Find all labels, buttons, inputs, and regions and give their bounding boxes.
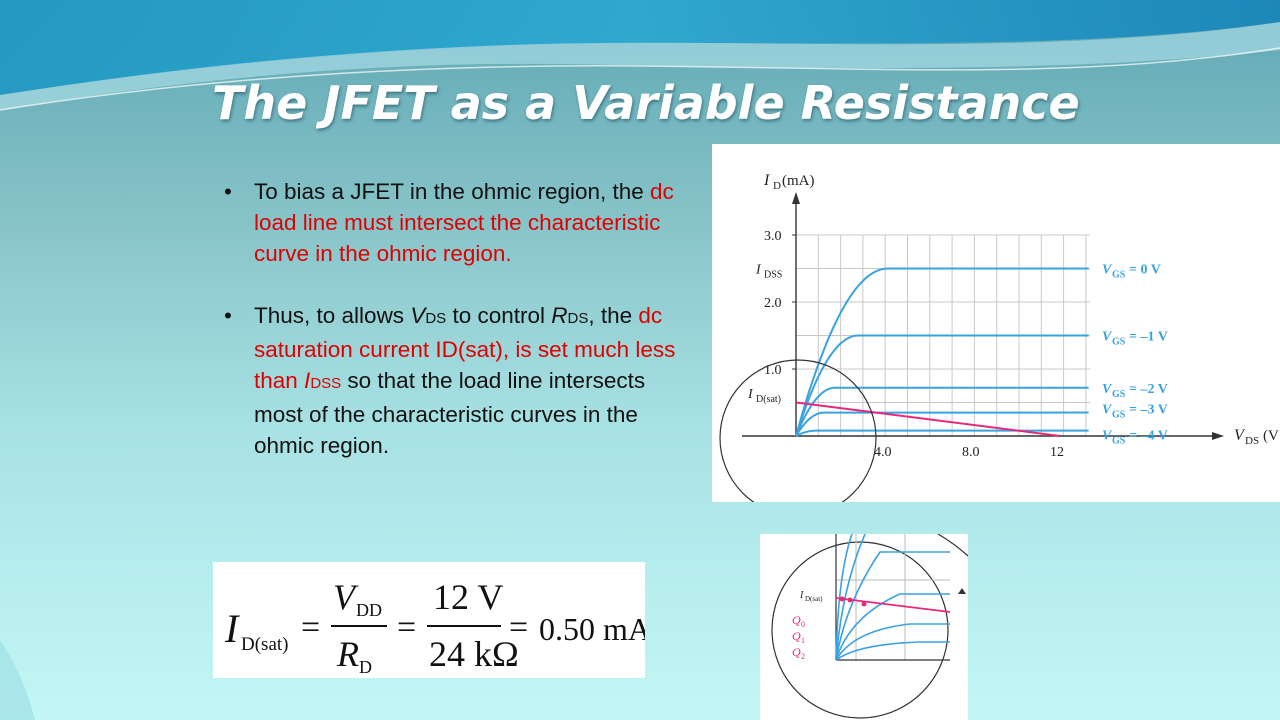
- bullet-subscript: DS: [425, 310, 447, 327]
- x-tick-label: 12: [1050, 445, 1064, 460]
- series-label-1: V: [1102, 330, 1113, 345]
- x-axis-label-unit: (V: [1263, 428, 1279, 444]
- y-tick-label: 2.0: [764, 296, 782, 311]
- series-label-suffix-4: = –4 V: [1129, 429, 1168, 444]
- y-tick-label: 1.0: [764, 363, 782, 378]
- inset-curve: [835, 551, 950, 661]
- bullet-subscript: DSS: [310, 375, 342, 392]
- equation-box: I D(sat) = V DD R D = 12 V 24 kΩ = 0.50 …: [213, 562, 645, 678]
- series-label-sub-0: GS: [1112, 270, 1126, 281]
- bullet-list: To bias a JFET in the ohmic region, the …: [222, 176, 682, 492]
- eq-den1-sub: D: [359, 657, 372, 677]
- series-label-4: V: [1102, 429, 1113, 444]
- inset-q-sub: 2: [801, 652, 805, 661]
- inset-curve: [835, 534, 853, 661]
- inset-edge: [937, 534, 968, 557]
- eq-num1-sub: DD: [356, 600, 382, 620]
- y-axis-arrow: [792, 192, 800, 204]
- inset-arrow: [958, 588, 966, 594]
- inset-load-line: [835, 597, 951, 613]
- y-axis-label-unit: (mA): [782, 173, 815, 189]
- eq-num2: 12 V: [433, 577, 503, 617]
- load-line: [795, 401, 1061, 437]
- inset-idsat-sub: D(sat): [805, 595, 823, 603]
- eq-equals-3: =: [509, 609, 528, 646]
- x-tick-label: 8.0: [962, 445, 980, 460]
- curve-vgs-4: [795, 429, 1089, 437]
- series-label-suffix-0: = 0 V: [1129, 263, 1161, 278]
- eq-den2: 24 kΩ: [429, 634, 519, 674]
- bullet-item: To bias a JFET in the ohmic region, the …: [222, 176, 682, 269]
- inset-q-sub: 1: [801, 636, 805, 645]
- inset-idsat-label: I: [799, 590, 804, 601]
- bullet-subscript: DS: [567, 310, 589, 327]
- eq-equals-2: =: [397, 609, 416, 646]
- eq-num1: V: [333, 577, 359, 617]
- inset-q-sub: 0: [801, 620, 805, 629]
- eq-den1: R: [336, 634, 359, 674]
- y-axis-label-sub: D: [773, 180, 781, 192]
- bullet-text: dc saturation current ID(sat), is set mu…: [254, 303, 676, 393]
- series-label-3: V: [1102, 403, 1113, 418]
- inset-q-point: [839, 596, 845, 602]
- curve-vgs-0: [795, 267, 1089, 437]
- bullet-item: Thus, to allows VDS to control RDS, the …: [222, 300, 682, 461]
- bullet-text: Thus, to allows: [254, 303, 411, 328]
- series-label-sub-3: GS: [1112, 410, 1126, 421]
- x-axis-label: V: [1234, 427, 1246, 444]
- x-axis-arrow: [1212, 432, 1224, 440]
- y-axis-label: I: [763, 172, 770, 189]
- series-label-sub-2: GS: [1112, 389, 1126, 400]
- series-label-2: V: [1102, 382, 1113, 397]
- bullet-text: to control: [446, 303, 552, 328]
- series-label-sub-1: GS: [1112, 337, 1126, 348]
- inset-q-point: [861, 601, 867, 607]
- bullet-text: dc load line must intersect the characte…: [254, 179, 674, 266]
- inset-q-label: Q: [792, 629, 801, 643]
- inset-curve: [835, 534, 866, 661]
- load-line-label: I: [747, 387, 754, 402]
- bullet-text: I: [304, 368, 311, 393]
- series-label-sub-4: GS: [1112, 436, 1126, 447]
- idss-label: I: [755, 263, 762, 278]
- bullet-text: so that the load line intersects most of…: [254, 368, 646, 458]
- bullet-text: , the: [588, 303, 639, 328]
- eq-lhs-subscript: D(sat): [241, 634, 288, 655]
- inset-curve: [835, 623, 950, 661]
- x-axis-label-sub: DS: [1245, 435, 1259, 447]
- eq-lhs-symbol: I: [224, 606, 240, 651]
- curve-vgs-3: [795, 411, 1089, 437]
- bullet-text: V: [410, 303, 426, 328]
- inset-q-point: [847, 597, 853, 603]
- zoom-circle: [719, 359, 877, 502]
- inset-circle: [771, 541, 949, 719]
- bullet-text: R: [551, 303, 568, 328]
- series-label-suffix-3: = –3 V: [1129, 403, 1168, 418]
- load-line-label-sub: D(sat): [756, 394, 781, 405]
- inset-curve: [835, 593, 950, 661]
- series-label-suffix-1: = –1 V: [1129, 330, 1168, 345]
- series-label-0: V: [1102, 263, 1113, 278]
- equation: I D(sat) = V DD R D = 12 V 24 kΩ = 0.50 …: [224, 577, 645, 677]
- inset-curve: [835, 641, 950, 661]
- inset-q-label: Q: [792, 613, 801, 627]
- inset-q-label: Q: [792, 645, 801, 659]
- bullet-text: To bias a JFET in the ohmic region, the: [254, 179, 651, 204]
- y-tick-label: 3.0: [764, 229, 782, 244]
- curve-vgs-2: [795, 386, 1089, 437]
- eq-equals-1: =: [301, 609, 320, 646]
- slide-title: The JFET as a Variable Resistance: [212, 76, 1080, 130]
- idss-label-sub: DSS: [764, 270, 782, 281]
- series-label-suffix-2: = –2 V: [1129, 382, 1168, 397]
- eq-result: 0.50 mA: [539, 611, 645, 647]
- x-tick-label: 4.0: [874, 445, 892, 460]
- ohmic-region-zoom: I D(sat) Q 0 Q 1 Q 2: [760, 534, 968, 720]
